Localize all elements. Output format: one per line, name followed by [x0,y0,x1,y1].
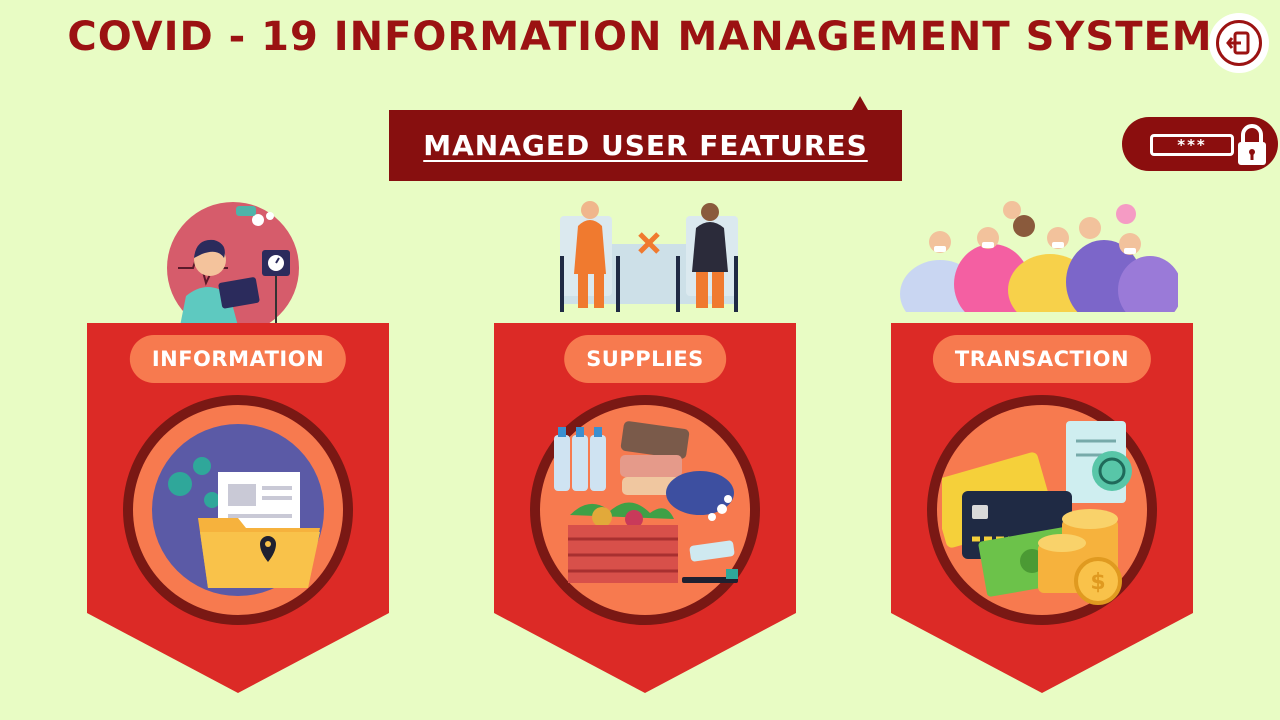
card-label-supplies: SUPPLIES [564,335,726,383]
password-mask: *** [1150,134,1234,156]
card-label-information: INFORMATION [129,335,347,383]
transaction-card[interactable]: TRANSACTION [891,323,1193,693]
page-title: COVID - 19 INFORMATION MANAGEMENT SYSTEM [67,14,1213,60]
payment-money-icon: $ [942,421,1132,605]
nurse-illustration [167,202,299,326]
crowd-illustration [900,201,1178,312]
card-medallion [530,395,760,625]
folder-document-icon [152,424,324,596]
logout-icon [1216,20,1262,66]
section-title: MANAGED USER FEATURES [423,129,868,162]
lock-icon [1238,124,1266,165]
card-medallion: $ [927,395,1157,625]
social-distance-illustration [560,201,738,312]
supplies-card[interactable]: SUPPLIES [494,323,796,693]
information-card[interactable]: INFORMATION [87,323,389,693]
supplies-basket-icon [554,421,738,583]
section-banner: MANAGED USER FEATURES [389,96,902,181]
card-label-transaction: TRANSACTION [932,335,1152,383]
password-button[interactable]: *** [1122,117,1278,171]
logout-button[interactable] [1209,13,1269,73]
card-medallion [123,395,353,625]
svg-text:$: $ [1090,570,1105,595]
